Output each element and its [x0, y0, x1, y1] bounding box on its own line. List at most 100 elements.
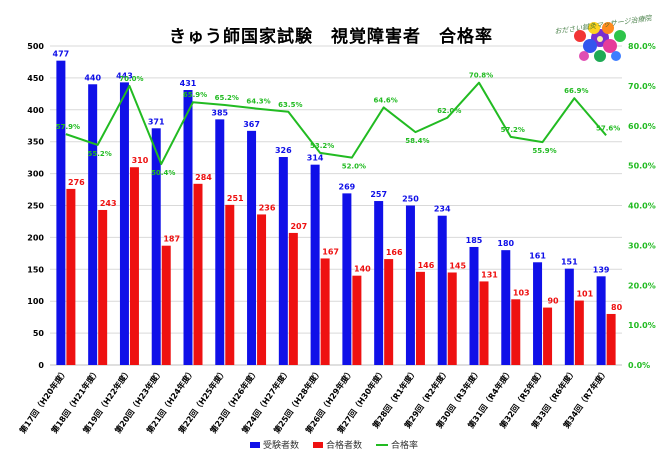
- bar-passers: [320, 258, 330, 365]
- bar-examinees: [564, 268, 574, 365]
- bar-passers: [574, 300, 584, 365]
- bar-examinees: [405, 205, 415, 365]
- data-label-rate: 64.3%: [246, 98, 270, 106]
- logo: おださい鍼灸マッサージ治療院: [548, 6, 658, 74]
- legend-item-examinees: 受験者数: [250, 438, 299, 451]
- page-title: きゅう師国家試験 視覚障害者 合格率: [169, 27, 493, 47]
- data-label-examinees: 269: [339, 182, 356, 191]
- data-label-examinees: 477: [53, 50, 70, 59]
- bar-passers: [257, 214, 267, 365]
- data-label-examinees: 234: [434, 205, 451, 214]
- legend-item-rate: 合格率: [376, 438, 418, 451]
- data-label-rate: 70.8%: [469, 72, 493, 80]
- y2-tick-label: 70.0%: [628, 82, 656, 91]
- bar-passers: [606, 313, 616, 365]
- data-label-rate: 63.5%: [278, 101, 302, 109]
- data-label-examinees: 257: [370, 190, 387, 199]
- bar-examinees: [596, 276, 606, 365]
- data-label-passers: 103: [513, 288, 530, 297]
- y2-tick-label: 80.0%: [628, 42, 656, 51]
- bar-passers: [161, 245, 171, 365]
- bar-examinees: [183, 90, 193, 365]
- data-label-examinees: 431: [180, 79, 197, 88]
- data-label-examinees: 151: [561, 258, 578, 267]
- y2-tick-label: 50.0%: [628, 162, 656, 171]
- data-label-rate: 58.4%: [405, 137, 429, 145]
- data-label-examinees: 385: [211, 108, 228, 117]
- bar-examinees: [278, 157, 288, 365]
- bar-passers: [511, 299, 521, 365]
- data-label-rate: 55.9%: [532, 147, 556, 155]
- bar-examinees: [469, 246, 479, 365]
- data-label-passers: 101: [576, 290, 593, 299]
- legend-label-passers: 合格者数: [326, 441, 363, 451]
- data-label-passers: 276: [68, 178, 85, 187]
- y2-tick-label: 60.0%: [628, 122, 656, 131]
- y-tick-label: 400: [27, 106, 44, 115]
- bar-passers: [479, 281, 489, 365]
- legend-swatch-examinees: [250, 441, 260, 448]
- data-label-rate: 64.6%: [374, 96, 398, 104]
- data-label-passers: 167: [322, 247, 339, 256]
- data-label-passers: 243: [100, 199, 117, 208]
- data-label-rate: 53.2%: [310, 142, 334, 150]
- bar-passers: [129, 167, 139, 365]
- y-tick-label: 0: [38, 361, 44, 370]
- data-label-rate: 66.9%: [564, 87, 588, 95]
- data-label-passers: 140: [354, 265, 371, 274]
- bar-examinees: [119, 82, 129, 365]
- legend-label-examinees: 受験者数: [263, 441, 300, 451]
- bar-passers: [543, 307, 553, 365]
- y2-tick-label: 40.0%: [628, 202, 656, 211]
- legend: 受験者数 合格者数 合格率: [250, 438, 418, 451]
- data-label-passers: 146: [418, 261, 435, 270]
- data-label-examinees: 371: [148, 117, 165, 126]
- data-label-examinees: 180: [497, 239, 514, 248]
- data-label-rate: 70.0%: [119, 75, 143, 83]
- y-tick-label: 200: [27, 233, 44, 242]
- data-label-passers: 310: [132, 156, 149, 165]
- bar-passers: [66, 188, 76, 365]
- data-label-rate: 50.4%: [151, 169, 175, 177]
- data-label-passers: 90: [547, 297, 559, 306]
- data-label-examinees: 185: [466, 236, 483, 245]
- y2-tick-label: 10.0%: [628, 321, 656, 330]
- bar-examinees: [374, 201, 384, 365]
- data-label-examinees: 139: [593, 265, 610, 274]
- data-label-rate: 52.0%: [342, 163, 366, 171]
- legend-label-rate: 合格率: [391, 441, 419, 451]
- data-label-passers: 251: [227, 194, 244, 203]
- legend-item-passers: 合格者数: [313, 438, 362, 451]
- rate-line: [65, 81, 607, 166]
- data-label-passers: 187: [163, 235, 180, 244]
- bar-passers: [193, 183, 203, 365]
- data-label-examinees: 161: [529, 251, 546, 260]
- data-label-rate: 55.2%: [88, 150, 112, 158]
- y-tick-label: 300: [27, 170, 44, 179]
- bar-examinees: [56, 60, 66, 365]
- bar-examinees: [533, 262, 543, 365]
- data-label-rate: 62.0%: [437, 107, 461, 115]
- data-label-examinees: 326: [275, 146, 292, 155]
- bar-examinees: [437, 215, 447, 365]
- bar-examinees: [342, 193, 352, 365]
- y-tick-label: 50: [33, 329, 45, 338]
- y2-tick-label: 0.0%: [628, 361, 650, 370]
- data-label-examinees: 367: [243, 120, 260, 129]
- y-tick-label: 350: [27, 138, 44, 147]
- data-label-rate: 65.9%: [183, 91, 207, 99]
- data-label-passers: 284: [195, 173, 212, 182]
- bar-examinees: [501, 250, 511, 365]
- data-label-passers: 131: [481, 270, 498, 279]
- data-label-examinees: 314: [307, 154, 324, 163]
- logo-flower-icon: [574, 22, 626, 62]
- legend-swatch-rate: [376, 443, 389, 446]
- bar-passers: [384, 259, 394, 365]
- bar-passers: [288, 232, 298, 365]
- bar-examinees: [215, 119, 225, 366]
- data-label-passers: 207: [290, 222, 307, 231]
- data-label-examinees: 250: [402, 195, 419, 204]
- data-label-rate: 57.2%: [501, 126, 525, 134]
